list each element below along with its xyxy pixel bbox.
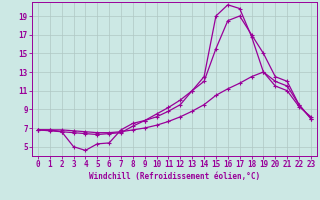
X-axis label: Windchill (Refroidissement éolien,°C): Windchill (Refroidissement éolien,°C) — [89, 172, 260, 181]
